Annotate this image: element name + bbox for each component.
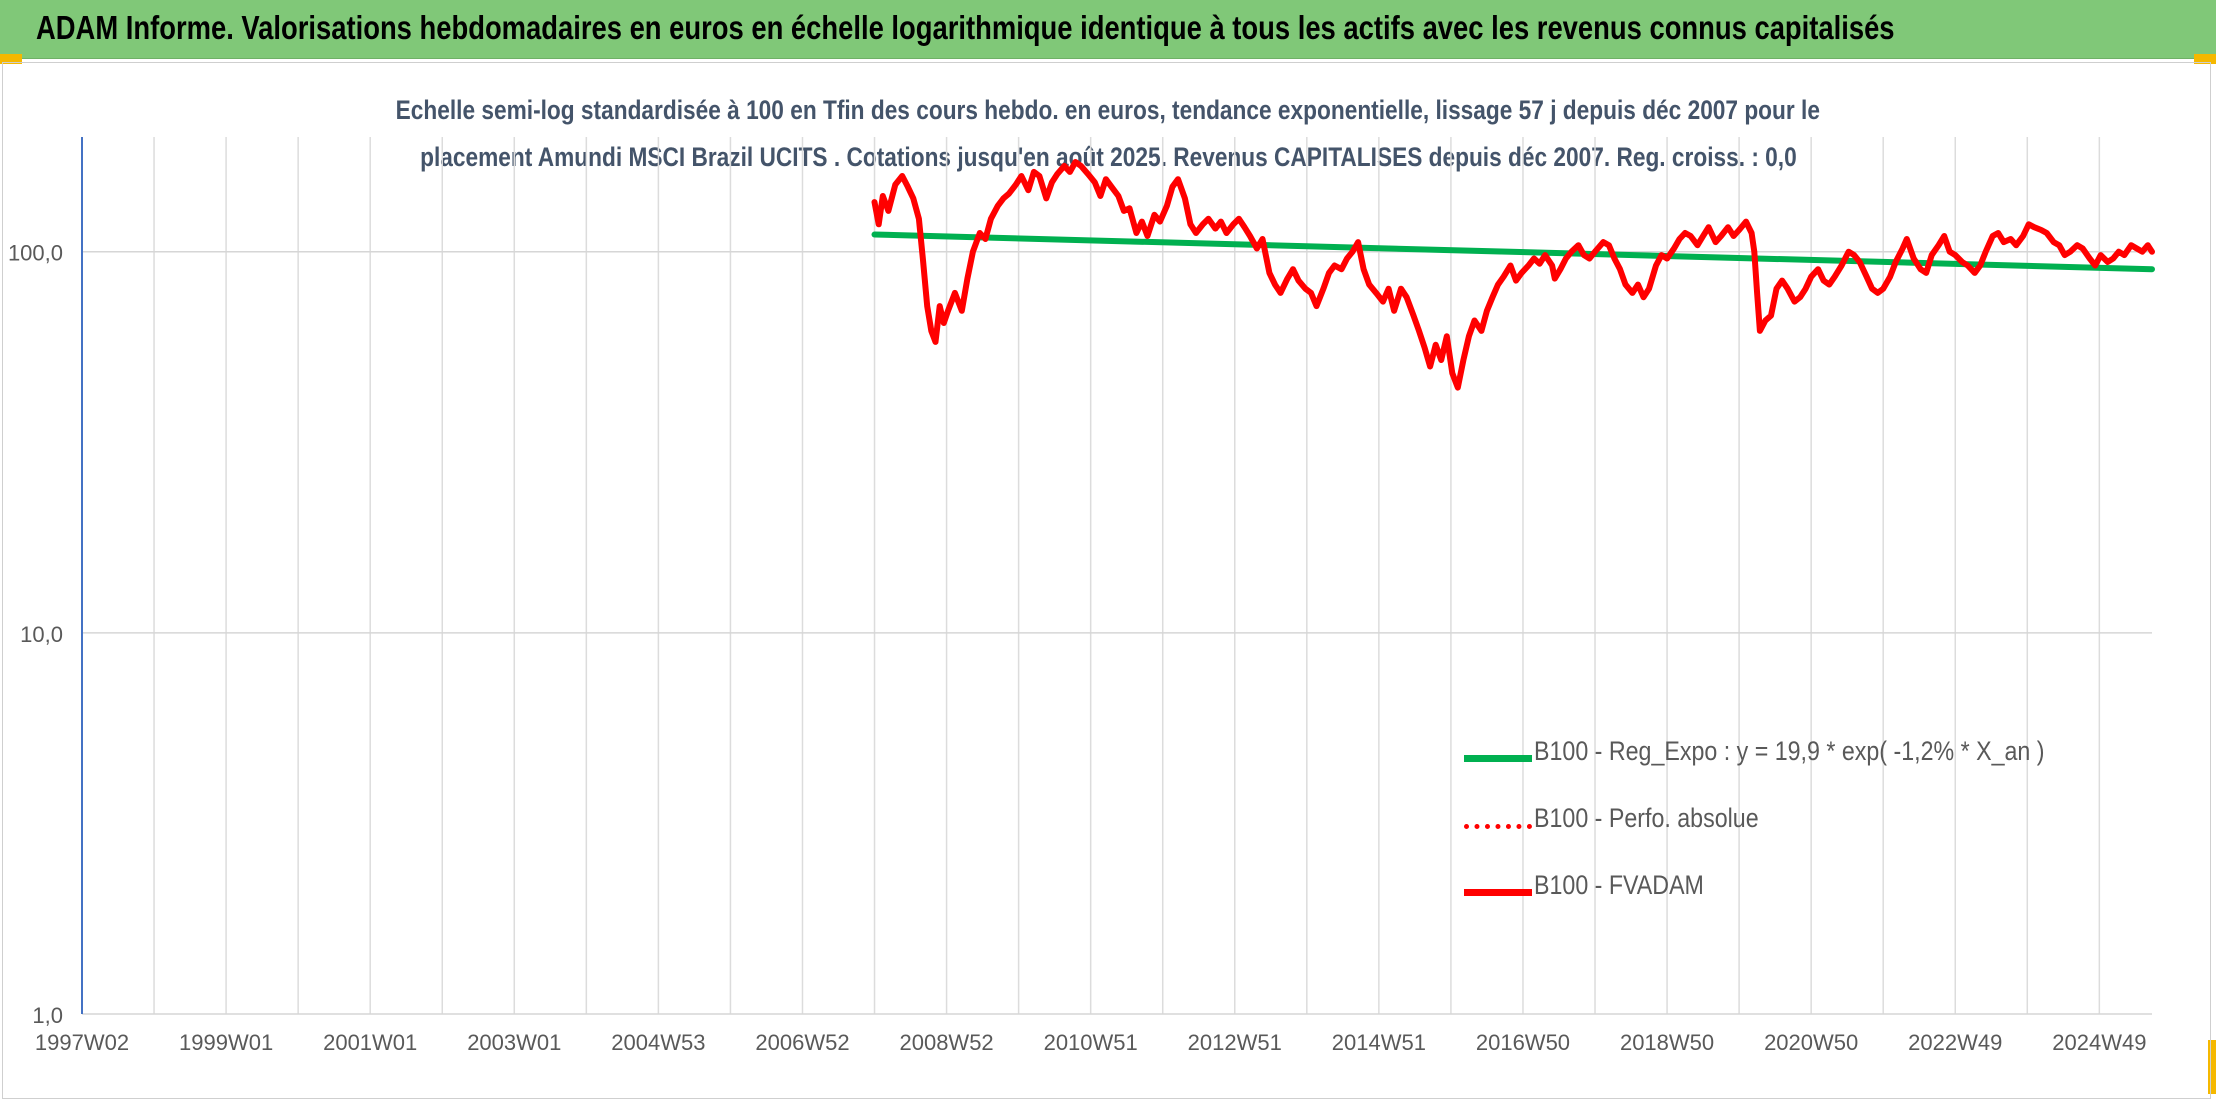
corner-marker bbox=[2194, 54, 2216, 64]
x-tick-label: 2008W52 bbox=[899, 1030, 993, 1055]
legend-swatch-fvadam bbox=[1464, 889, 1532, 896]
series-fvadam-line bbox=[871, 159, 2155, 391]
series-regression-line bbox=[871, 231, 2155, 273]
y-tick-label: 1,0 bbox=[32, 1003, 63, 1028]
x-tick-label: 1999W01 bbox=[179, 1030, 273, 1055]
x-tick-label: 2006W52 bbox=[755, 1030, 849, 1055]
report-banner-title: ADAM Informe. Valorisations hebdomadaire… bbox=[36, 9, 1895, 46]
x-tick-label: 2024W49 bbox=[2052, 1030, 2146, 1055]
legend-label-regression: B100 - Reg_Expo : y = 19,9 * exp( -1,2% … bbox=[1534, 736, 2045, 766]
report-banner: ADAM Informe. Valorisations hebdomadaire… bbox=[0, 0, 2216, 59]
chart-title-line-1: Echelle semi-log standardisée à 100 en T… bbox=[395, 95, 1821, 125]
x-tick-label: 2022W49 bbox=[1908, 1030, 2002, 1055]
x-tick-label: 2014W51 bbox=[1332, 1030, 1426, 1055]
chart-title-line-2: placement Amundi MSCI Brazil UCITS . Cot… bbox=[419, 142, 1797, 172]
x-tick-label: 2016W50 bbox=[1476, 1030, 1570, 1055]
legend-swatch-regression bbox=[1464, 755, 1532, 762]
corner-marker bbox=[0, 54, 22, 64]
y-tick-label: 10,0 bbox=[20, 622, 63, 647]
x-tick-label: 2012W51 bbox=[1188, 1030, 1282, 1055]
x-tick-label: 2020W50 bbox=[1764, 1030, 1858, 1055]
x-tick-label: 2001W01 bbox=[323, 1030, 417, 1055]
x-tick-label: 2003W01 bbox=[467, 1030, 561, 1055]
x-tick-label: 2010W51 bbox=[1044, 1030, 1138, 1055]
y-tick-label: 100,0 bbox=[8, 241, 63, 266]
x-tick-label: 2018W50 bbox=[1620, 1030, 1714, 1055]
legend-swatch-perfo-absolue bbox=[1464, 824, 1532, 829]
legend-label-fvadam: B100 - FVADAM bbox=[1534, 870, 1704, 900]
chart-frame bbox=[2, 62, 2211, 1099]
x-tick-label: 2004W53 bbox=[611, 1030, 705, 1055]
x-tick-label: 1997W02 bbox=[35, 1030, 129, 1055]
corner-marker bbox=[2208, 1040, 2216, 1094]
legend-label-perfo-absolue: B100 - Perfo. absolue bbox=[1534, 803, 1759, 833]
